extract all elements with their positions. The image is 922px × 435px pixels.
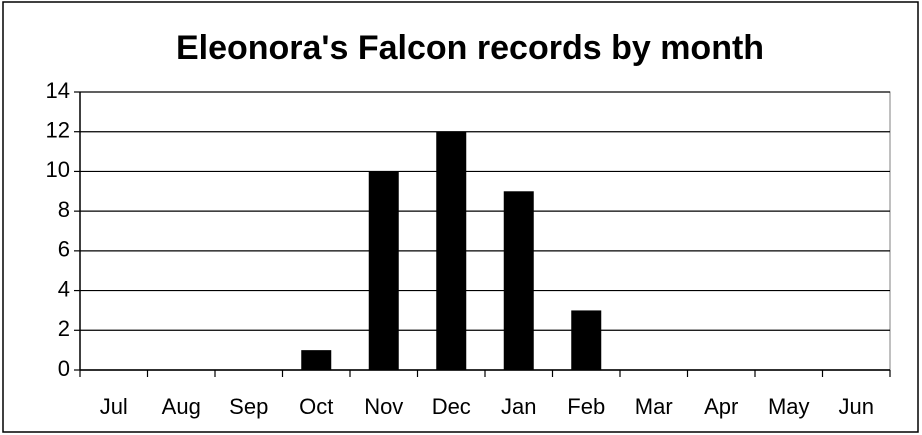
x-tick-label: Aug bbox=[162, 394, 201, 419]
x-tick-label: Jan bbox=[501, 394, 536, 419]
y-tick-label: 4 bbox=[58, 276, 70, 301]
bar bbox=[571, 310, 602, 370]
x-tick-label: Jun bbox=[839, 394, 874, 419]
x-tick-label: Jul bbox=[100, 394, 128, 419]
x-tick-label: Nov bbox=[364, 394, 403, 419]
y-tick-label: 6 bbox=[58, 237, 70, 262]
bar bbox=[368, 171, 399, 370]
x-tick-label: Apr bbox=[704, 394, 738, 419]
x-tick-label: Sep bbox=[229, 394, 268, 419]
x-tick-label: Dec bbox=[432, 394, 471, 419]
bar bbox=[436, 131, 467, 370]
y-tick-label: 14 bbox=[46, 78, 70, 103]
x-tick-label: Mar bbox=[635, 394, 673, 419]
y-tick-label: 12 bbox=[46, 118, 70, 143]
y-tick-label: 10 bbox=[46, 157, 70, 182]
chart-title: Eleonora's Falcon records by month bbox=[176, 29, 764, 67]
y-tick-label: 8 bbox=[58, 197, 70, 222]
x-tick-label: Oct bbox=[299, 394, 333, 419]
x-tick-label: Feb bbox=[567, 394, 605, 419]
x-tick-label: May bbox=[768, 394, 810, 419]
y-tick-label: 2 bbox=[58, 316, 70, 341]
y-tick-label: 0 bbox=[58, 356, 70, 381]
bar bbox=[301, 350, 332, 370]
bar bbox=[503, 191, 534, 370]
